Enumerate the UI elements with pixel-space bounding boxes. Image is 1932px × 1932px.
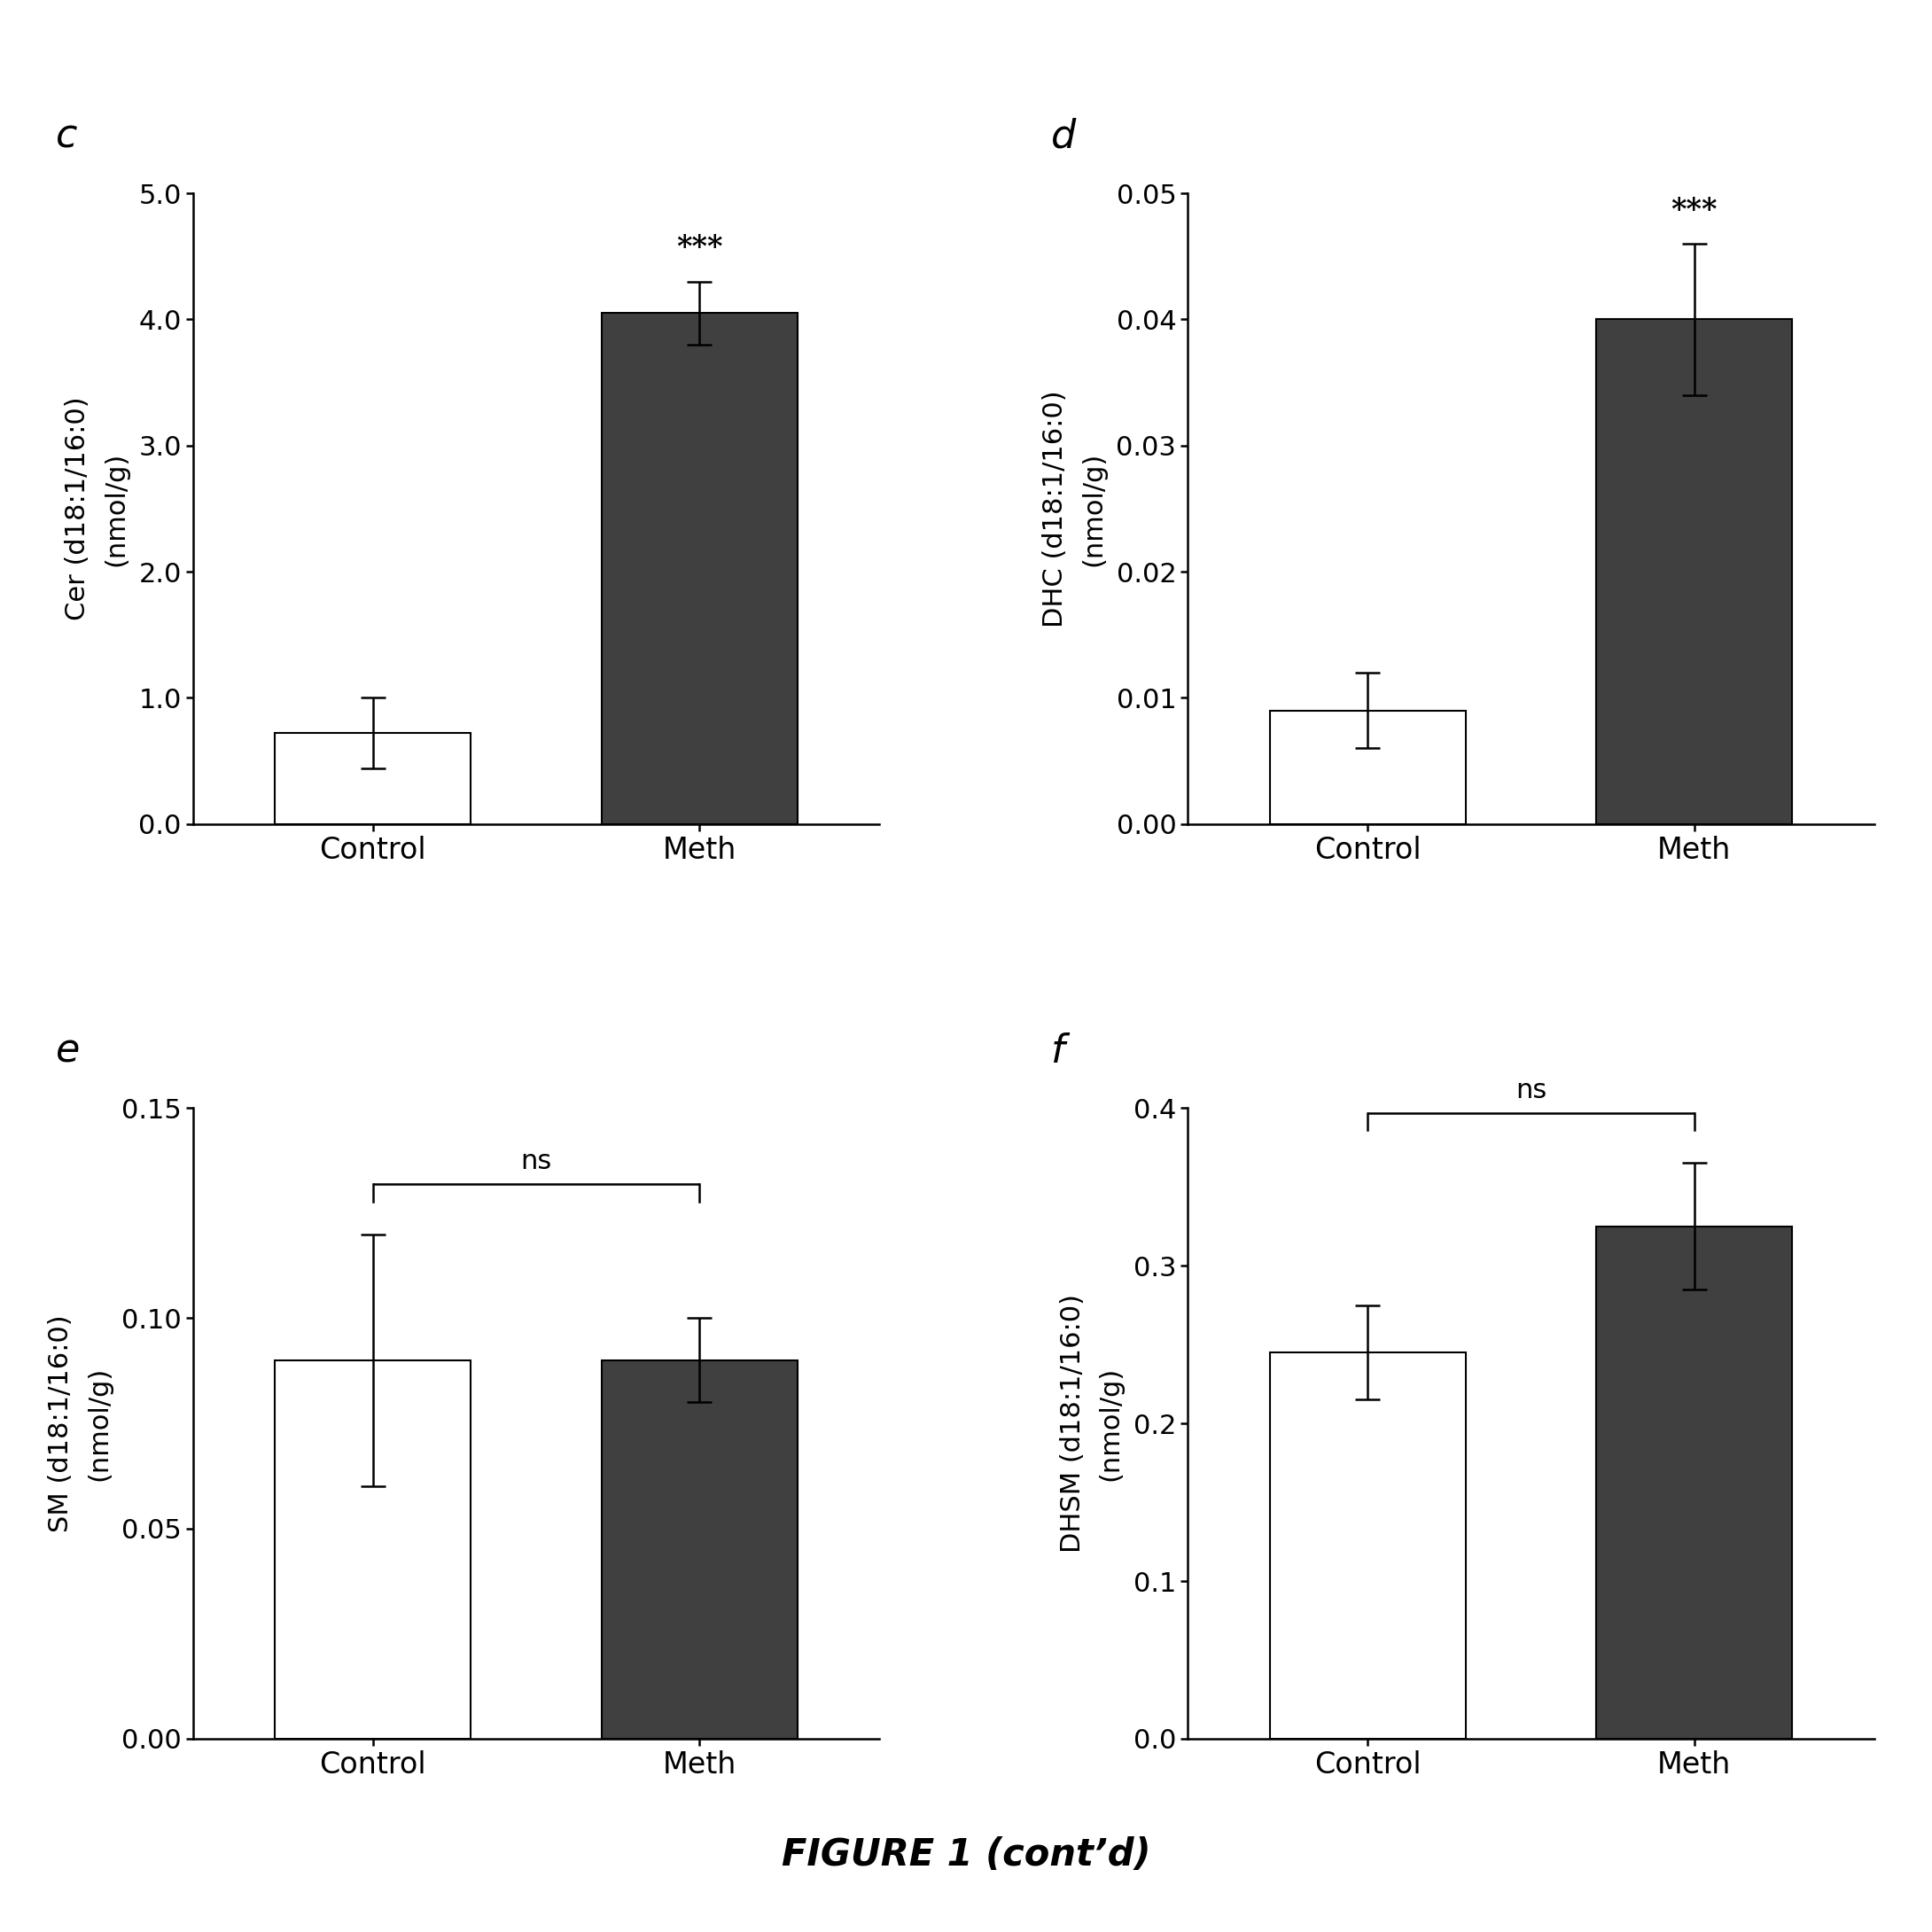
Bar xyxy=(601,1360,798,1739)
Text: ns: ns xyxy=(1515,1078,1548,1103)
Bar xyxy=(1596,1227,1793,1739)
Text: d: d xyxy=(1051,118,1076,156)
Text: f: f xyxy=(1051,1032,1065,1070)
Text: c: c xyxy=(56,118,77,156)
Y-axis label: DHC (d18:1/16:0)
(nmol/g): DHC (d18:1/16:0) (nmol/g) xyxy=(1043,390,1107,628)
Bar xyxy=(274,734,471,825)
Bar xyxy=(601,313,798,825)
Bar xyxy=(1269,711,1466,825)
Text: ***: *** xyxy=(676,234,723,263)
Bar xyxy=(1269,1352,1466,1739)
Bar xyxy=(274,1360,471,1739)
Y-axis label: DHSM (d18:1/16:0)
(nmol/g): DHSM (d18:1/16:0) (nmol/g) xyxy=(1061,1294,1124,1553)
Bar xyxy=(1596,319,1793,825)
Text: ***: *** xyxy=(1671,195,1718,224)
Text: e: e xyxy=(56,1032,81,1070)
Text: ns: ns xyxy=(520,1148,553,1175)
Y-axis label: SM (d18:1/16:0)
(nmol/g): SM (d18:1/16:0) (nmol/g) xyxy=(48,1314,112,1532)
Text: FIGURE 1 (cont’d): FIGURE 1 (cont’d) xyxy=(781,1835,1151,1874)
Y-axis label: Cer (d18:1/16:0)
(nmol/g): Cer (d18:1/16:0) (nmol/g) xyxy=(66,396,129,620)
